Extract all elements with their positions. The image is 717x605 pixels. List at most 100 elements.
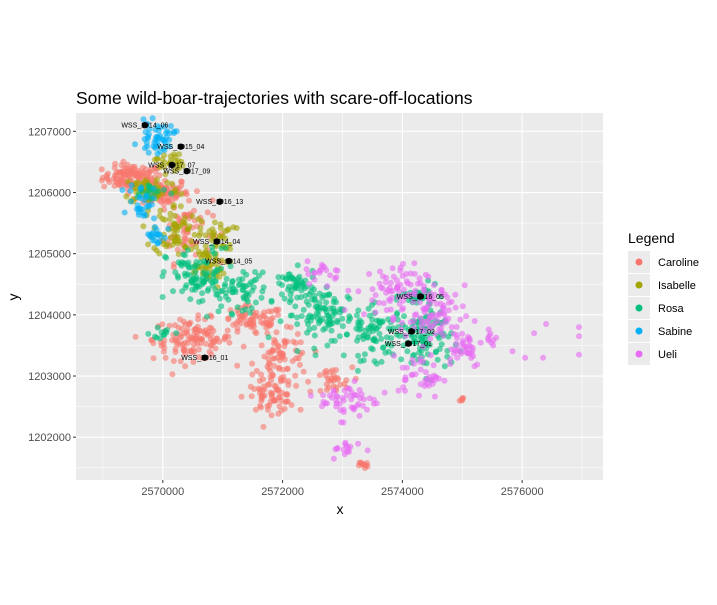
data-point bbox=[160, 196, 167, 203]
data-point bbox=[311, 345, 318, 352]
data-point bbox=[385, 316, 392, 323]
data-point bbox=[211, 250, 218, 257]
data-point bbox=[394, 277, 400, 284]
data-point bbox=[454, 335, 461, 341]
data-point bbox=[238, 393, 245, 400]
data-point bbox=[431, 282, 437, 288]
data-point bbox=[259, 269, 266, 276]
data-point bbox=[425, 321, 432, 328]
data-point bbox=[188, 347, 195, 354]
data-point bbox=[411, 351, 418, 358]
data-point bbox=[160, 136, 167, 143]
data-point bbox=[451, 346, 458, 353]
data-point bbox=[331, 337, 338, 344]
data-point bbox=[319, 294, 326, 301]
data-point bbox=[182, 363, 189, 370]
data-point bbox=[273, 329, 280, 336]
data-point bbox=[178, 178, 185, 185]
data-point bbox=[284, 391, 291, 398]
data-point bbox=[284, 338, 291, 345]
data-point bbox=[181, 220, 188, 227]
data-point bbox=[152, 126, 159, 133]
data-point bbox=[334, 445, 341, 451]
data-point bbox=[281, 343, 288, 350]
data-point bbox=[459, 303, 466, 310]
data-point bbox=[215, 308, 222, 315]
data-point bbox=[450, 330, 457, 337]
data-point bbox=[281, 295, 288, 302]
data-point bbox=[306, 312, 313, 319]
y-axis: 1202000 1203000 1204000 1205000 1206000 12070… bbox=[28, 126, 76, 444]
data-point bbox=[332, 275, 338, 282]
data-point bbox=[330, 387, 337, 394]
data-point bbox=[233, 320, 240, 327]
data-point bbox=[172, 153, 178, 160]
data-point bbox=[213, 291, 220, 298]
data-point bbox=[172, 269, 179, 276]
data-point bbox=[237, 320, 244, 327]
data-point bbox=[271, 363, 278, 369]
data-point bbox=[461, 282, 468, 289]
data-point bbox=[321, 369, 328, 376]
data-point bbox=[156, 172, 163, 179]
data-point bbox=[260, 423, 267, 430]
legend-label: Isabelle bbox=[658, 280, 696, 292]
data-point bbox=[285, 382, 292, 388]
data-point bbox=[128, 198, 135, 205]
data-point bbox=[204, 209, 211, 216]
data-point bbox=[212, 345, 219, 352]
data-point bbox=[485, 326, 492, 333]
scare-off-label: WSS_2017_02 bbox=[388, 329, 435, 336]
data-point bbox=[343, 377, 350, 384]
data-point bbox=[240, 295, 247, 302]
data-point bbox=[196, 232, 203, 239]
data-point bbox=[222, 244, 229, 251]
data-point bbox=[159, 215, 166, 222]
data-point bbox=[171, 212, 178, 219]
data-point bbox=[175, 251, 182, 258]
data-point bbox=[365, 325, 372, 332]
data-point bbox=[299, 349, 306, 356]
data-point bbox=[157, 207, 164, 214]
legend: Legend Caroline Isabelle Rosa Sabine Ueli bbox=[628, 230, 699, 365]
data-point bbox=[222, 235, 229, 242]
data-point bbox=[426, 312, 433, 319]
data-point bbox=[249, 371, 256, 378]
scare-off-label: WSS_2016_05 bbox=[397, 294, 444, 301]
data-point bbox=[200, 279, 207, 286]
data-point bbox=[441, 377, 448, 384]
data-point bbox=[373, 360, 380, 367]
data-point bbox=[168, 190, 175, 197]
data-point bbox=[143, 139, 150, 146]
data-point bbox=[224, 327, 231, 334]
data-point bbox=[233, 225, 240, 231]
data-point bbox=[236, 313, 243, 320]
data-point bbox=[377, 268, 383, 275]
data-point bbox=[409, 333, 415, 340]
legend-label: Ueli bbox=[658, 349, 677, 361]
data-point bbox=[395, 288, 402, 295]
scare-off-point bbox=[405, 340, 412, 347]
data-point bbox=[184, 247, 191, 254]
data-point bbox=[540, 354, 547, 361]
data-point bbox=[172, 337, 179, 344]
scare-off-point bbox=[168, 161, 176, 169]
data-point bbox=[323, 299, 330, 306]
data-point bbox=[203, 340, 210, 347]
data-point bbox=[433, 348, 439, 355]
data-point bbox=[131, 165, 138, 172]
data-point bbox=[297, 339, 304, 346]
data-point bbox=[225, 296, 232, 303]
data-point bbox=[334, 267, 341, 274]
data-point bbox=[396, 332, 403, 339]
data-point bbox=[175, 160, 182, 166]
data-point bbox=[191, 231, 198, 238]
data-point bbox=[106, 179, 113, 186]
data-point bbox=[433, 312, 440, 319]
data-point bbox=[169, 371, 176, 378]
data-point bbox=[292, 303, 299, 310]
data-point bbox=[271, 336, 278, 343]
data-point bbox=[287, 324, 294, 331]
data-point bbox=[222, 228, 229, 235]
